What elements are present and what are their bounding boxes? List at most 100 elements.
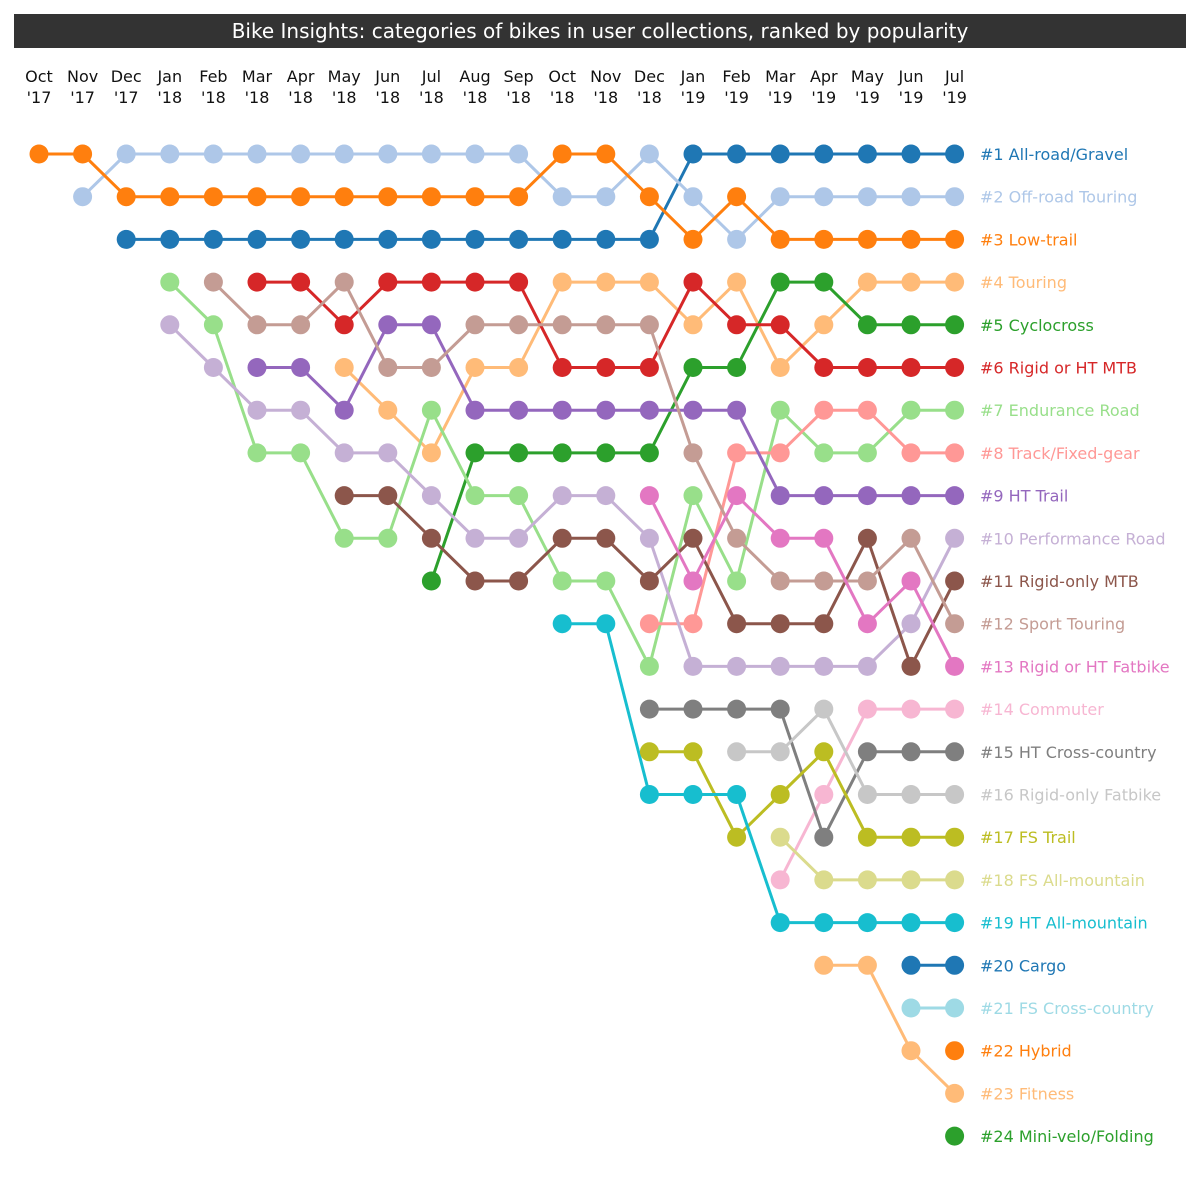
series-label-commuter: #14 Commuter xyxy=(980,700,1104,719)
series-point-cyclocross xyxy=(814,272,834,292)
month-label: Apr '19 xyxy=(810,67,838,107)
month-label: Jul '18 xyxy=(419,67,444,107)
series-label-cargo: #20 Cargo xyxy=(980,956,1066,975)
series-line-track-fixed-gear xyxy=(778,408,826,455)
series-point-endurance-road xyxy=(334,528,354,548)
series-point-rigid-or-ht-fatbike xyxy=(901,571,921,591)
series-point-off-road-touring xyxy=(727,229,747,249)
series-point-all-road-gravel xyxy=(901,144,921,164)
series-line-performance-road xyxy=(386,451,433,498)
series-point-fitness xyxy=(857,955,877,975)
series-point-rigid-or-ht-mtb xyxy=(770,315,790,335)
series-point-rigid-only-mtb xyxy=(857,528,877,548)
series-point-ht-cross-country xyxy=(727,699,747,719)
series-line-low-trail xyxy=(81,152,128,199)
month-label: Mar '18 xyxy=(242,67,273,107)
series-point-rigid-or-ht-fatbike xyxy=(814,528,834,548)
series-point-rigid-or-ht-mtb xyxy=(465,272,485,292)
series-point-performance-road xyxy=(857,656,877,676)
series-point-rigid-only-mtb xyxy=(727,614,747,634)
month-label: Jan '19 xyxy=(680,67,706,107)
series-point-performance-road xyxy=(727,656,747,676)
series-point-rigid-only-mtb xyxy=(901,656,921,676)
series-point-endurance-road xyxy=(596,571,616,591)
series-point-ht-trail xyxy=(465,400,485,420)
series-line-performance-road xyxy=(211,366,259,412)
series-point-fs-trail xyxy=(727,827,747,847)
series-point-off-road-touring xyxy=(465,144,485,164)
series-point-rigid-or-ht-mtb xyxy=(334,315,354,335)
series-point-all-road-gravel xyxy=(727,144,747,164)
series-point-low-trail xyxy=(552,144,572,164)
series-point-cyclocross xyxy=(857,315,877,335)
series-line-rigid-or-ht-mtb xyxy=(691,280,739,327)
series-line-sport-touring xyxy=(429,323,477,369)
series-point-low-trail xyxy=(203,187,223,207)
series-point-fitness xyxy=(945,1083,965,1103)
series-line-endurance-road xyxy=(604,579,651,668)
series-line-track-fixed-gear xyxy=(865,408,913,455)
series-point-rigid-only-mtb xyxy=(334,486,354,506)
series-point-ht-trail xyxy=(857,486,877,506)
series-line-endurance-road xyxy=(168,280,215,327)
series-point-rigid-or-ht-mtb xyxy=(901,358,921,377)
series-point-fs-all-mountain xyxy=(770,827,790,847)
series-line-ht-all-mountain xyxy=(735,793,782,925)
series-point-rigid-or-ht-mtb xyxy=(639,358,659,377)
series-point-endurance-road xyxy=(160,272,180,292)
series-point-cargo xyxy=(945,955,965,975)
month-label: May '19 xyxy=(851,67,884,107)
series-point-ht-trail xyxy=(509,400,529,420)
series-label-endurance-road: #7 Endurance Road xyxy=(980,401,1140,420)
series-point-rigid-only-mtb xyxy=(552,528,572,548)
series-point-fs-trail xyxy=(683,742,703,762)
series-point-rigid-only-fatbike xyxy=(901,785,921,804)
series-point-ht-trail xyxy=(596,400,616,420)
series-point-rigid-or-ht-fatbike xyxy=(770,528,790,548)
series-line-ht-trail xyxy=(299,366,346,412)
series-line-rigid-only-mtb xyxy=(691,536,739,626)
series-point-low-trail xyxy=(857,229,877,249)
month-label: Feb '19 xyxy=(722,67,750,107)
series-point-touring xyxy=(509,358,529,377)
month-label: Dec '18 xyxy=(634,67,665,107)
series-point-fs-all-mountain xyxy=(901,870,921,890)
series-point-low-trail xyxy=(683,229,703,249)
series-point-low-trail xyxy=(421,187,441,207)
series-point-endurance-road xyxy=(378,528,398,548)
series-line-ht-trail xyxy=(342,323,390,412)
series-point-ht-trail xyxy=(378,315,398,335)
series-point-rigid-or-ht-fatbike xyxy=(727,486,747,506)
series-point-track-fixed-gear xyxy=(945,443,965,463)
series-point-sport-touring xyxy=(639,315,659,335)
series-line-sport-touring xyxy=(342,280,390,369)
series-line-cyclocross xyxy=(822,280,869,327)
series-line-all-road-gravel xyxy=(647,152,695,241)
series-point-touring xyxy=(552,272,572,292)
series-line-off-road-touring xyxy=(647,152,695,199)
series-point-sport-touring xyxy=(901,528,921,548)
series-point-commuter xyxy=(770,870,790,890)
series-point-rigid-or-ht-mtb xyxy=(857,358,877,377)
series-point-cyclocross xyxy=(596,443,616,463)
series-point-rigid-only-mtb xyxy=(814,614,834,634)
month-label: Nov '18 xyxy=(590,67,621,107)
series-line-sport-touring xyxy=(299,280,346,327)
series-label-rigid-only-fatbike: #16 Rigid-only Fatbike xyxy=(980,786,1161,805)
series-line-low-trail xyxy=(517,152,564,199)
series-label-off-road-touring: #2 Off-road Touring xyxy=(980,188,1137,207)
series-point-cyclocross xyxy=(770,272,790,292)
series-point-all-road-gravel xyxy=(552,229,572,249)
series-line-performance-road xyxy=(429,494,477,540)
series-point-all-road-gravel xyxy=(116,229,136,249)
series-point-sport-touring xyxy=(857,571,877,591)
series-point-performance-road xyxy=(247,400,267,420)
series-label-fs-trail: #17 FS Trail xyxy=(980,828,1076,847)
series-line-rigid-or-ht-fatbike xyxy=(691,494,739,583)
series-point-ht-trail xyxy=(727,400,747,420)
series-point-off-road-touring xyxy=(857,187,877,207)
series-point-touring xyxy=(334,358,354,377)
series-label-touring: #4 Touring xyxy=(980,273,1067,292)
series-point-ht-all-mountain xyxy=(901,913,921,933)
month-label: Sep '18 xyxy=(504,67,534,107)
